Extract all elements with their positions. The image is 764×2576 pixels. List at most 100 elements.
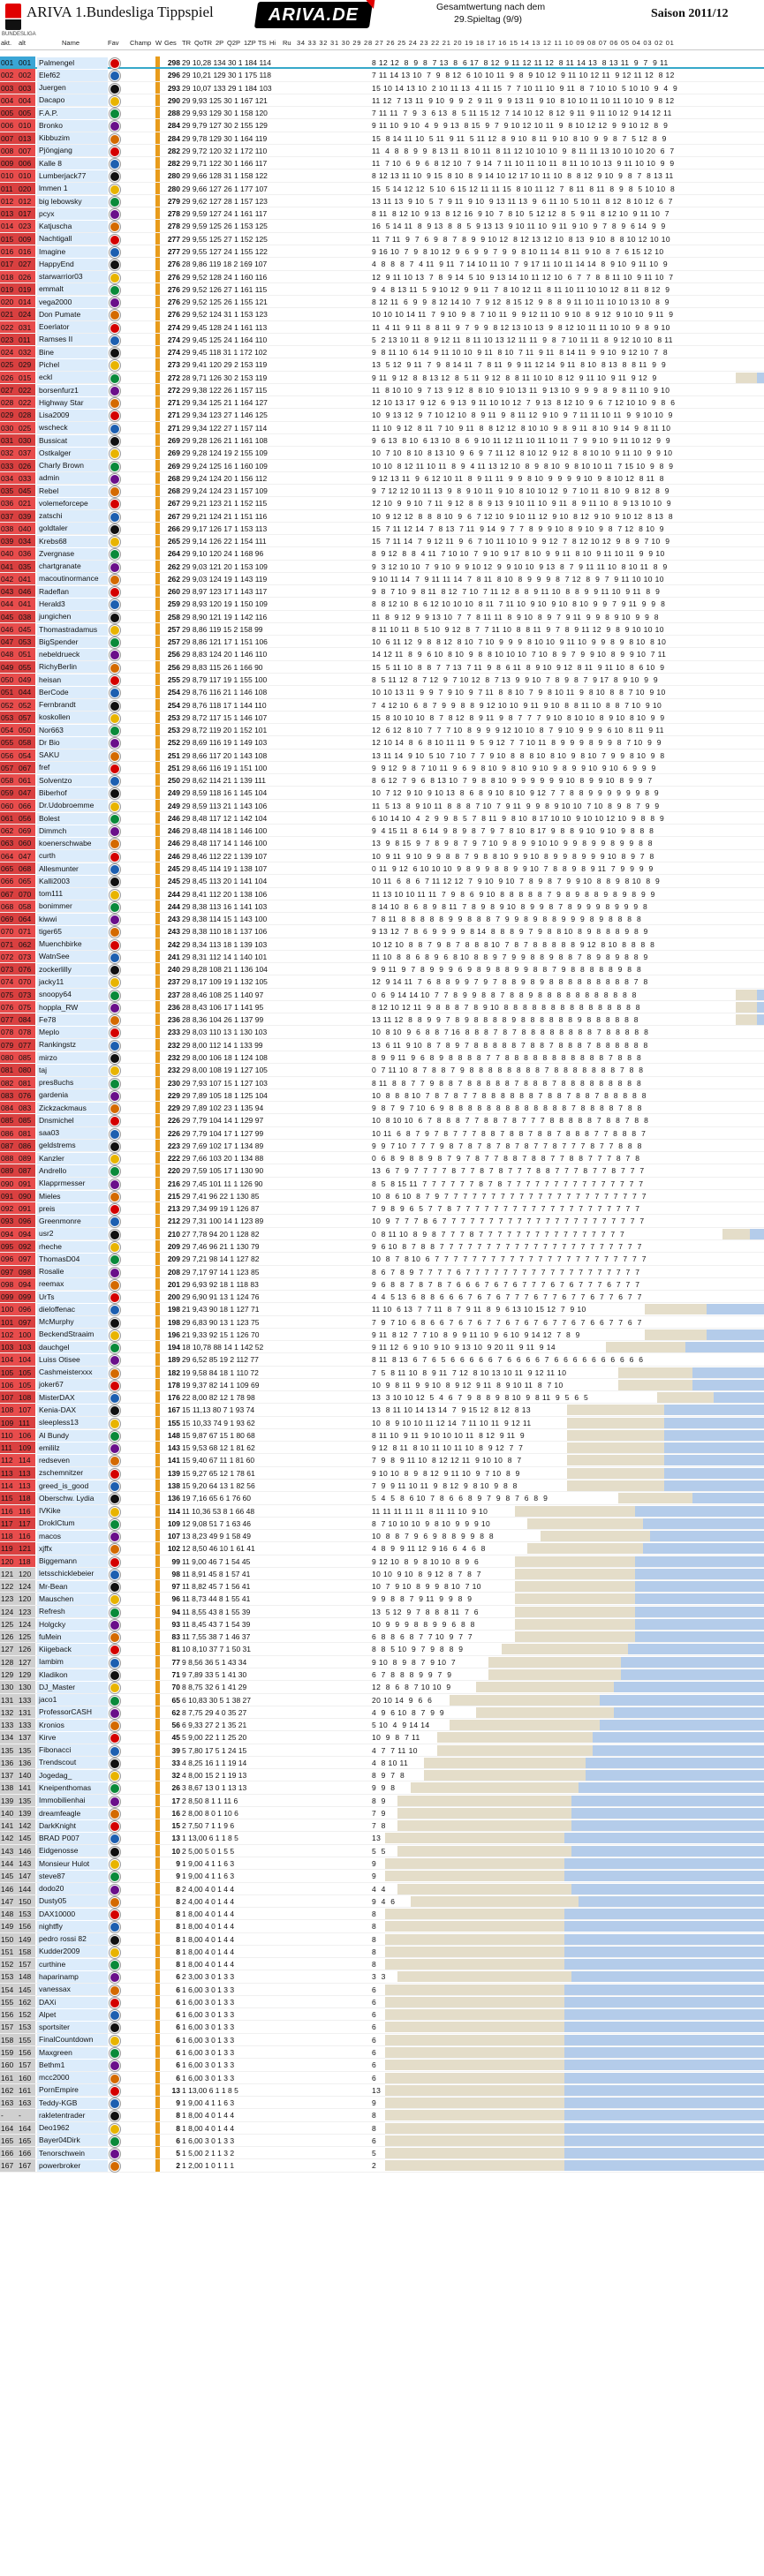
table-row[interactable]: 067 070 tom111 244 29 8,41 112 20 1 138 106 1… [0, 887, 764, 900]
table-row[interactable]: 060 066 Dr.Udobroemme 249 29 8,59 113 21 1 1… [0, 799, 764, 812]
table-row[interactable]: 142 145 BRAD P007 13 1 13,00 6 1 1 8 5 13 [0, 1832, 764, 1845]
player-name-link[interactable]: mirzo [37, 1051, 108, 1064]
table-row[interactable]: 098 094 reemax 201 29 6,93 92 18 1 118 83 9 6… [0, 1277, 764, 1292]
player-name-link[interactable]: Greenmonre [37, 1216, 108, 1228]
player-name-link[interactable]: Allesmunter [37, 862, 108, 875]
player-name-link[interactable]: Elef62 [37, 69, 108, 81]
player-name-link[interactable]: dodo20 [37, 1883, 108, 1895]
player-name-link[interactable]: Ostkalger [37, 447, 108, 459]
player-name-link[interactable]: Palmengel [37, 56, 108, 69]
player-name-link[interactable]: jungichen [37, 611, 108, 623]
player-name-link[interactable]: Andrello [37, 1164, 108, 1177]
table-row[interactable]: 128 127 Iambim 77 9 8,56 36 5 1 43 34 9 10 8 … [0, 1655, 764, 1668]
table-row[interactable]: 114 113 greed_is_good 138 15 9,20 64 13 1 82… [0, 1480, 764, 1493]
table-row[interactable]: 095 092 rheche 209 29 7,46 96 21 1 130 79 9 6… [0, 1239, 764, 1254]
table-row[interactable]: 043 046 Radeflan 260 29 8,97 123 17 1 143 11… [0, 585, 764, 599]
table-row[interactable]: 019 019 emmalt 276 29 9,52 126 27 1 161 115 9… [0, 282, 764, 297]
player-name-link[interactable]: pedro rossi 82 [37, 1933, 108, 1946]
player-name-link[interactable]: Kenia-DAX [37, 1405, 108, 1417]
table-row[interactable]: 075 073 snoopy64 237 28 8,46 108 25 1 140 97… [0, 988, 764, 1001]
player-name-link[interactable]: BRAD P007 [37, 1833, 108, 1845]
table-row[interactable]: 048 051 nebeldrueck 256 29 8,83 124 20 1 146… [0, 648, 764, 661]
player-name-link[interactable]: koenerschwabe [37, 838, 108, 850]
player-name-link[interactable]: Oberschw. Lydia [37, 1492, 108, 1504]
player-name-link[interactable]: Kneipenthomas [37, 1781, 108, 1794]
table-row[interactable]: 029 028 Lisa2009 271 29 9,34 123 27 1 146 12… [0, 409, 764, 422]
table-row[interactable]: 023 011 Ramses II 274 29 9,45 125 24 1 164 1… [0, 333, 764, 347]
table-row[interactable]: 105 105 Cashmeisterxxx 182 19 9,58 84 18 1 1… [0, 1366, 764, 1379]
player-name-link[interactable]: PornEmpire [37, 2084, 108, 2097]
table-row[interactable]: 027 022 borsenfurz1 272 29 9,38 122 26 1 157… [0, 383, 764, 397]
player-name-link[interactable]: eckl [37, 372, 108, 384]
player-name-link[interactable]: Kiigeback [37, 1644, 108, 1656]
player-name-link[interactable]: IVKike [37, 1505, 108, 1518]
player-name-link[interactable]: Tenorschwein [37, 2147, 108, 2159]
table-row[interactable]: 090 091 Klapprmesser 216 29 7,45 101 11 1 12… [0, 1177, 764, 1190]
table-row[interactable]: 107 108 MisterDAX 176 22 8,00 82 12 1 78 98 1… [0, 1391, 764, 1405]
player-name-link[interactable]: hoppla_RW [37, 1001, 108, 1013]
table-row[interactable]: 052 052 Fernbrandt 254 29 8,76 118 17 1 144 … [0, 698, 764, 712]
player-name-link[interactable]: MisterDAX [37, 1391, 108, 1404]
player-name-link[interactable]: ProfessorCASH [37, 1706, 108, 1719]
player-name-link[interactable]: heisan [37, 674, 108, 686]
player-name-link[interactable]: Pjöngjang [37, 145, 108, 157]
player-name-link[interactable]: goldtaler [37, 523, 108, 535]
player-name-link[interactable]: Biberhof [37, 787, 108, 799]
table-row[interactable]: 034 033 admin 268 29 9,24 124 20 1 156 112 9 … [0, 471, 764, 486]
player-name-link[interactable]: wscheck [37, 422, 108, 434]
player-name-link[interactable]: Mauschen [37, 1593, 108, 1605]
table-row[interactable]: 015 009 Nachtigall 277 29 9,55 125 27 1 152 … [0, 232, 764, 245]
player-name-link[interactable]: Holgcky [37, 1618, 108, 1631]
player-name-link[interactable]: Kirve [37, 1731, 108, 1744]
table-row[interactable]: 110 106 Al Bundy 148 15 9,87 67 15 1 80 68 8 … [0, 1428, 764, 1442]
player-name-link[interactable]: Dacapo [37, 94, 108, 107]
table-row[interactable]: 018 026 starwarrior03 276 29 9,52 128 24 1 1… [0, 270, 764, 283]
player-name-link[interactable]: Imagine [37, 245, 108, 258]
player-name-link[interactable]: nebeldrueck [37, 649, 108, 661]
player-name-link[interactable]: Bayer04Dirk [37, 2135, 108, 2147]
player-name-link[interactable]: Radeflan [37, 585, 108, 598]
table-row[interactable]: 162 161 PornEmpire 13 1 13,00 6 1 1 8 5 13 [0, 2083, 764, 2098]
table-row[interactable]: 057 067 fref 251 29 8,66 116 19 1 151 100 9 9… [0, 761, 764, 775]
player-name-link[interactable]: sleepless13 [37, 1417, 108, 1429]
table-row[interactable]: 089 087 Andrello 220 29 7,59 105 17 1 130 90… [0, 1164, 764, 1178]
player-name-link[interactable]: nightfly [37, 1920, 108, 1932]
player-name-link[interactable]: big lebowsky [37, 195, 108, 207]
player-name-link[interactable]: Thomastradamus [37, 623, 108, 636]
table-row[interactable]: 042 041 macoutinormance 262 29 9,03 124 19 1… [0, 572, 764, 586]
player-name-link[interactable]: Bine [37, 346, 108, 358]
table-row[interactable]: 016 016 Imagine 277 29 9,55 127 24 1 155 122… [0, 245, 764, 259]
player-name-link[interactable]: Highway Star [37, 396, 108, 409]
table-row[interactable]: 121 120 letsschicklebeier 98 11 8,91 45 8 1 … [0, 1567, 764, 1581]
player-name-link[interactable]: RichyBerlin [37, 661, 108, 674]
player-name-link[interactable]: chartgranate [37, 561, 108, 573]
table-row[interactable]: 076 075 hoppla_RW 236 28 8,43 106 17 1 141 9… [0, 1000, 764, 1014]
player-name-link[interactable]: Kanzler [37, 1152, 108, 1164]
table-row[interactable]: 080 085 mirzo 232 29 8,00 106 18 1 124 108 8 … [0, 1051, 764, 1065]
player-name-link[interactable]: Nachtigall [37, 233, 108, 245]
table-row[interactable]: 096 097 ThomasD04 209 29 7,21 98 14 1 127 82… [0, 1253, 764, 1266]
player-name-link[interactable]: saa03 [37, 1127, 108, 1140]
table-row[interactable]: 092 091 preis 213 29 7,34 99 19 1 126 87 7 9 … [0, 1202, 764, 1216]
table-row[interactable]: 133 133 Kronios 56 6 9,33 27 2 1 35 21 5 10 4… [0, 1719, 764, 1732]
player-name-link[interactable]: dreamfeagle [37, 1807, 108, 1819]
player-name-link[interactable]: Kudder2009 [37, 1946, 108, 1958]
table-row[interactable]: 074 070 jacky11 237 29 8,17 109 19 1 132 105… [0, 975, 764, 989]
ariva-logo[interactable]: ARIVA.DE [253, 0, 375, 28]
player-name-link[interactable]: Mr-Bean [37, 1580, 108, 1593]
player-name-link[interactable]: emmalt [37, 283, 108, 296]
player-name-link[interactable]: tiger65 [37, 925, 108, 938]
player-name-link[interactable]: DAXi [37, 1996, 108, 2008]
player-name-link[interactable]: xjffx [37, 1542, 108, 1555]
player-name-link[interactable]: Jogedag_ [37, 1769, 108, 1781]
player-name-link[interactable]: Zvergnase [37, 547, 108, 560]
player-name-link[interactable]: Alpet [37, 2008, 108, 2021]
table-row[interactable]: 111 109 emililz 143 15 9,53 68 12 1 81 62 9 1… [0, 1442, 764, 1455]
player-name-link[interactable]: Mieles [37, 1190, 108, 1202]
